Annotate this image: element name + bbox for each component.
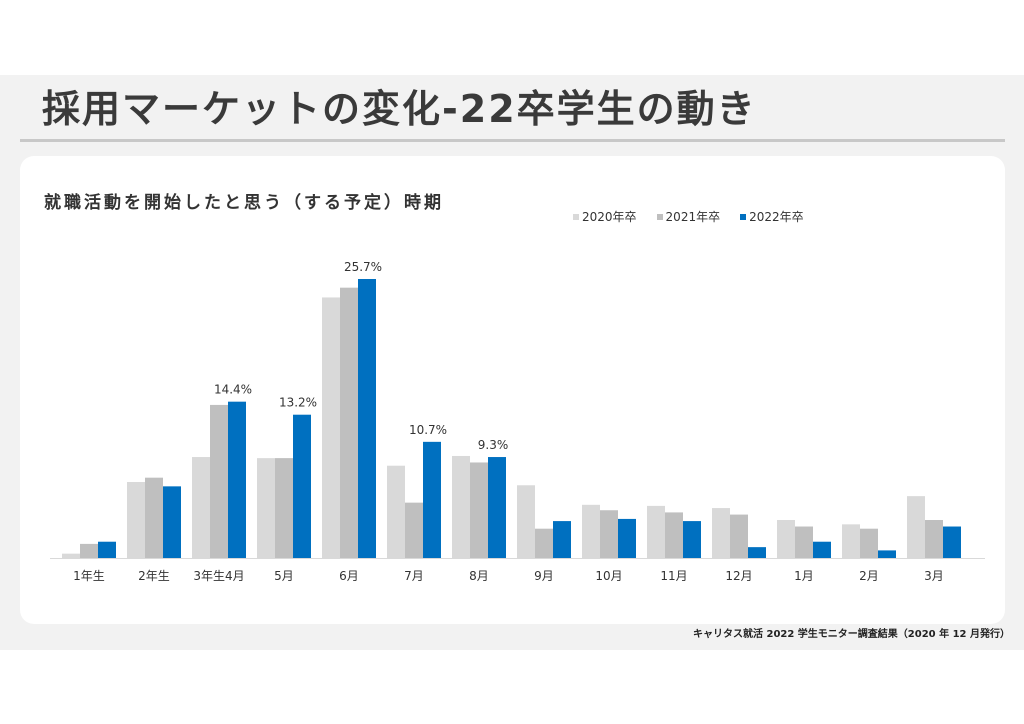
bar-2022年卒-5月: [293, 414, 311, 558]
bar-2022年卒-2年生: [163, 486, 181, 558]
bar-2020年卒-3月: [907, 496, 925, 558]
bar-2022年卒-9月: [553, 521, 571, 558]
bar-2022年卒-6月: [358, 279, 376, 558]
bar-2020年卒-1月: [777, 520, 795, 558]
bar-2022年卒-2月: [878, 550, 896, 558]
bar-2020年卒-9月: [517, 485, 535, 558]
bar-2020年卒-1年生: [62, 553, 80, 558]
legend-item-2020: 2020年卒: [573, 208, 637, 225]
x-tick-label-3月: 3月: [924, 569, 944, 583]
bar-2021年卒-2月: [860, 528, 878, 558]
chart-title: 就職活動を開始したと思う（する予定）時期: [44, 193, 444, 213]
bar-2021年卒-9月: [535, 528, 553, 558]
bar-2022年卒-1年生: [98, 541, 116, 558]
bar-2021年卒-5月: [275, 458, 293, 558]
legend-swatch-2021: [656, 213, 663, 220]
bar-2022年卒-1月: [813, 541, 831, 558]
bar-2020年卒-11月: [647, 505, 665, 558]
x-tick-label-6月: 6月: [339, 569, 359, 583]
x-tick-label-2年生: 2年生: [138, 569, 170, 583]
chart-card: [20, 156, 1005, 624]
bar-2021年卒-6月: [340, 287, 358, 558]
source-note: キャリタス就活 2022 学生モニター調査結果（2020 年 12 月発行）: [693, 629, 1010, 640]
bar-2020年卒-7月: [387, 465, 405, 558]
x-tick-label-8月: 8月: [469, 569, 489, 583]
bar-2020年卒-6月: [322, 297, 340, 558]
x-tick-label-12月: 12月: [725, 569, 752, 583]
data-label-5月: 13.2%: [279, 396, 317, 410]
bar-2021年卒-12月: [730, 514, 748, 558]
x-tick-label-1年生: 1年生: [73, 569, 105, 583]
bar-2020年卒-3年生4月: [192, 457, 210, 558]
x-tick-label-5月: 5月: [274, 569, 294, 583]
legend-swatch-2022: [740, 213, 747, 220]
bar-2021年卒-1年生: [80, 543, 98, 558]
bar-2020年卒-12月: [712, 508, 730, 558]
x-tick-label-2月: 2月: [859, 569, 879, 583]
bar-2021年卒-7月: [405, 502, 423, 558]
data-label-7月: 10.7%: [409, 423, 447, 437]
data-label-6月: 25.7%: [344, 260, 382, 274]
bar-2022年卒-11月: [683, 521, 701, 558]
legend-swatch-2020: [573, 213, 579, 220]
bar-2021年卒-3月: [925, 520, 943, 558]
bar-2022年卒-7月: [423, 441, 441, 558]
bar-2021年卒-10月: [600, 510, 618, 558]
bar-2021年卒-8月: [470, 462, 488, 558]
bar-2022年卒-8月: [488, 457, 506, 558]
bar-2020年卒-5月: [257, 458, 275, 558]
legend-item-2022: 2022年卒: [740, 208, 804, 225]
bar-2021年卒-3年生4月: [210, 404, 228, 558]
legend-item-2021: 2021年卒: [656, 208, 721, 225]
legend-label-2022: 2022年卒: [749, 210, 804, 224]
x-tick-label-11月: 11月: [660, 569, 687, 583]
legend-label-2020: 2020年卒: [582, 210, 637, 224]
x-tick-label-7月: 7月: [404, 569, 424, 583]
data-label-3年生4月: 14.4%: [214, 383, 252, 397]
bar-2021年卒-2年生: [145, 477, 163, 558]
title-divider: [20, 139, 1005, 142]
bar-2020年卒-2年生: [127, 482, 145, 558]
x-tick-label-3年生4月: 3年生4月: [193, 569, 244, 583]
bar-2021年卒-1月: [795, 526, 813, 558]
bar-2020年卒-2月: [842, 524, 860, 558]
legend-label-2021: 2021年卒: [665, 210, 721, 224]
bar-2020年卒-10月: [582, 504, 600, 558]
bar-2020年卒-8月: [452, 455, 470, 558]
data-label-8月: 9.3%: [478, 438, 509, 452]
bar-2022年卒-3年生4月: [228, 401, 246, 558]
page-title: 採用マーケットの変化-22卒学生の動き: [42, 87, 757, 131]
bar-2021年卒-11月: [665, 512, 683, 558]
bar-2022年卒-12月: [748, 547, 766, 558]
bar-2022年卒-10月: [618, 518, 636, 558]
x-tick-label-10月: 10月: [595, 569, 622, 583]
bar-2022年卒-3月: [943, 526, 961, 558]
chart-legend: 2020年卒 2021年卒 2022年卒: [573, 208, 804, 225]
x-tick-label-9月: 9月: [534, 569, 554, 583]
x-tick-label-1月: 1月: [794, 569, 814, 583]
